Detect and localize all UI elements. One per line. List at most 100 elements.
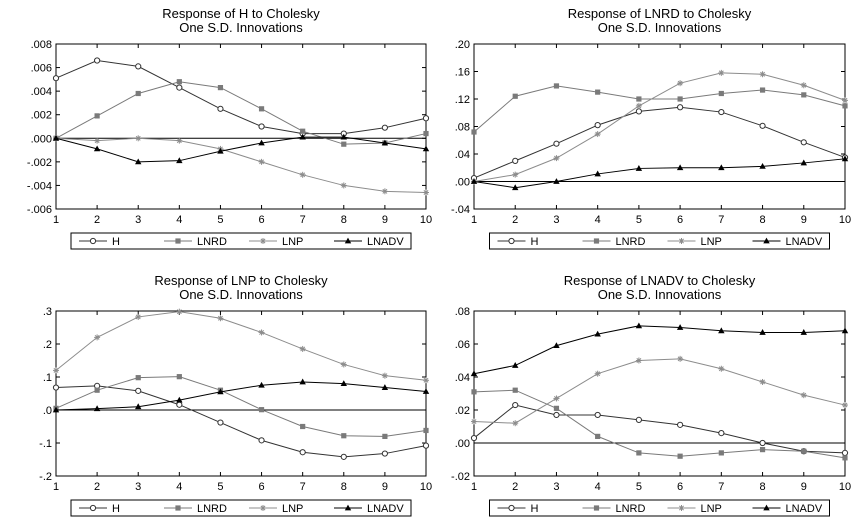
marker-stroke [801,392,807,398]
legend-box [489,232,830,250]
x-tick-label: 10 [839,481,851,493]
data-point-lnrd [382,433,388,439]
data-point-h [52,75,60,82]
data-point-h [176,401,183,408]
series-line-lnadv [473,158,846,189]
y-tick-label: .2 [43,339,52,351]
data-point-lnp [299,345,306,352]
data-point-h [718,108,725,116]
data-point-lnrd [471,129,477,135]
marker-stroke [760,71,766,77]
marker-stroke [553,155,559,161]
x-tick-label: 2 [512,481,518,493]
chart-title: Response of H to Cholesky [162,6,320,21]
data-point-lnadv [800,329,807,335]
legend-marker-lnadv [344,504,352,511]
legend-marker-lnadv [344,237,352,244]
data-point-lnrd [718,90,724,97]
y-tick-label: .20 [455,39,470,51]
data-point-lnrd [718,450,724,456]
y-tick-label: .004 [31,86,52,98]
data-point-h [718,430,725,437]
data-point-h [94,57,101,64]
data-point-lnadv [340,380,347,386]
data-point-lnadv [718,164,725,171]
x-tick-label: 5 [217,481,223,493]
data-point-lnadv [759,329,766,335]
data-point-lnrd [217,85,224,91]
x-tick-label: 3 [135,481,141,493]
y-tick-label: .000 [31,133,52,145]
marker-stroke [300,346,306,352]
legend-marker-lnadv [763,237,770,244]
data-point-lnp [176,308,183,315]
data-point-lnp [381,372,388,379]
x-tick-label: 6 [258,214,264,226]
data-point-lnrd [595,433,601,439]
marker-stroke [423,377,429,383]
data-point-lnp [423,377,429,384]
data-point-lnadv [512,184,519,191]
chart-legend: H LNRD LNP LNADV [70,499,412,517]
legend-box [70,232,412,250]
data-point-lnp [135,313,142,320]
data-point-lnrd [300,423,306,430]
data-point-lnp [800,392,807,399]
legend-marker-lnadv [763,504,770,511]
legend-label-lnp: LNP [701,503,722,515]
marker-stroke [842,402,848,408]
x-tick-label: 2 [94,214,100,226]
data-point-lnp [635,102,642,109]
x-tick-label: 4 [595,214,601,226]
marker-stroke [423,190,429,195]
data-point-h [176,84,183,91]
legend-box [489,499,830,517]
data-point-lnrd [94,387,100,393]
legend-marker-lnrd [593,505,600,511]
data-point-lnp [512,171,519,178]
x-tick-label: 4 [595,481,601,493]
marker-stroke [217,315,223,321]
x-tick-label: 5 [217,214,223,226]
legend-marker-h [89,237,97,245]
data-point-lnadv [52,134,60,141]
marker-stroke [636,103,642,109]
data-point-h [217,419,224,426]
data-point-lnadv [512,362,519,368]
plot-frame [473,43,846,210]
x-tick-label: 3 [553,481,559,493]
y-tick-label: .0 [43,405,52,417]
data-point-lnadv [676,164,684,171]
data-point-h [800,139,807,146]
data-point-h [299,449,306,456]
y-tick-label: -.006 [27,204,52,216]
data-point-lnrd [423,130,429,137]
marker-stroke [679,505,684,511]
y-tick-label: .00 [455,438,470,450]
data-point-lnrd [759,87,766,93]
chart-subtitle: One S.D. Innovations [598,20,722,35]
data-point-lnp [553,155,560,162]
legend-marker-lnp [260,505,266,511]
legend-label-lnrd: LNRD [197,503,227,515]
legend-label-lnadv: LNADV [786,236,823,248]
data-point-lnadv [594,170,601,177]
data-point-lnadv [470,370,478,377]
y-tick-label: .06 [455,339,470,351]
legend-marker-h [508,504,515,512]
legend-label-lnrd: LNRD [616,236,646,248]
chart-legend: H LNRD LNP LNADV [489,232,830,250]
marker-stroke [677,80,683,86]
data-point-lnrd [258,106,265,112]
marker-stroke [259,329,265,335]
data-point-lnadv [176,396,183,403]
marker-stroke [94,138,100,144]
chart-subtitle: One S.D. Innovations [598,287,722,302]
y-tick-label: -.2 [39,471,52,483]
data-point-lnrd [595,89,601,95]
plot-frame [55,310,427,477]
legend-box [70,499,412,517]
x-tick-label: 9 [382,481,388,493]
data-point-h [512,157,519,164]
chart-title: Response of LNADV to Cholesky [564,273,756,288]
